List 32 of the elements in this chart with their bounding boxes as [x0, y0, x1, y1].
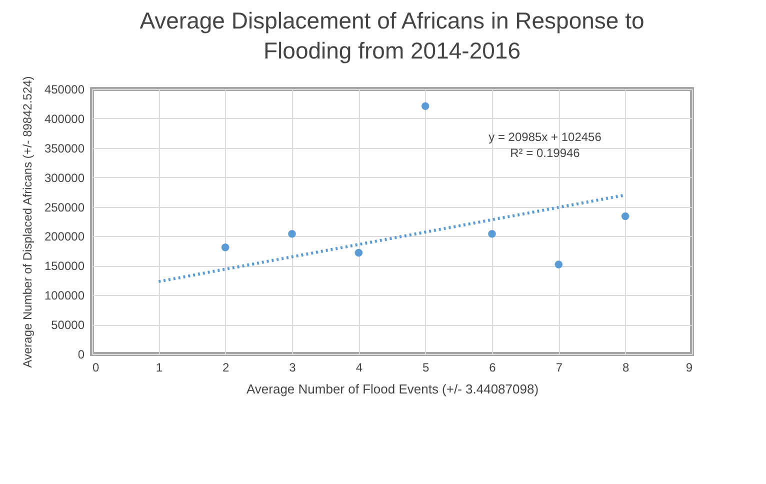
x-tick-label: 8 — [622, 360, 630, 374]
x-tick-label: 5 — [422, 360, 430, 374]
point — [288, 230, 296, 238]
y-tick-label: 350000 — [44, 141, 85, 156]
annotation: y = 20985x + 102456 — [488, 130, 602, 144]
x-tick-label: 6 — [489, 360, 496, 374]
x-tick-label: 1 — [156, 360, 163, 374]
x-tick-label: 3 — [289, 360, 296, 374]
y-tick-label: 300000 — [44, 170, 85, 185]
x-tick-label: 0 — [92, 360, 100, 374]
x-tick-label: 9 — [686, 360, 693, 374]
y-tick-label: 450000 — [44, 82, 85, 96]
point — [354, 248, 363, 257]
point — [554, 260, 563, 268]
x-tick-label: 2 — [222, 360, 230, 374]
x-axis-title: Average Number of Flood Events (+/- 3.44087098) — [246, 382, 539, 396]
y-tick-label: 50000 — [51, 318, 85, 332]
annotation: R² = 0.19946 — [510, 146, 580, 160]
y-tick-label: 200000 — [44, 230, 85, 244]
y-tick-label: 100000 — [44, 288, 85, 303]
x-tick-label: 4 — [356, 360, 363, 374]
x-tick-label: 7 — [556, 360, 563, 374]
point — [488, 230, 496, 238]
y-tick-label: 400000 — [44, 112, 85, 126]
point — [421, 102, 430, 110]
chart-title: Average Displacement of Africans in Response to Flooding from 2014-2016 — [140, 7, 644, 64]
y-tick-label: 0 — [78, 348, 85, 362]
y-tick-label: 250000 — [44, 200, 85, 214]
y-tick-label: 150000 — [44, 259, 85, 274]
point — [621, 212, 630, 220]
y-axis-title: Average Number of Displaced Africans (+/- 89842.524) — [20, 76, 34, 368]
point — [221, 244, 230, 252]
